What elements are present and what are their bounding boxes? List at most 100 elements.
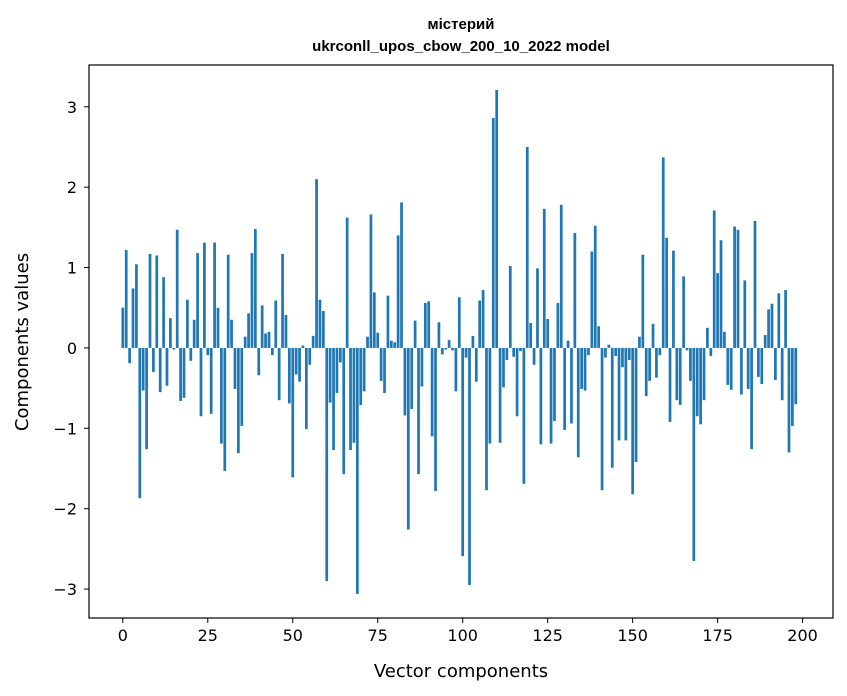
bar: [661, 157, 665, 348]
bar: [186, 299, 189, 348]
x-tick-label: 100: [447, 626, 478, 645]
bar: [203, 242, 206, 348]
chart-title-line1: містерий: [428, 16, 495, 33]
x-tick-label: 200: [787, 626, 818, 645]
bar: [631, 347, 634, 495]
bar: [124, 249, 128, 348]
bar: [138, 347, 142, 499]
bar: [733, 226, 736, 348]
bar: [689, 347, 692, 381]
bar: [369, 214, 373, 348]
bar: [763, 335, 767, 348]
bar: [209, 347, 213, 414]
bar: [777, 293, 781, 348]
bar: [491, 118, 495, 348]
bar: [226, 254, 230, 348]
bar: [699, 347, 702, 425]
bar: [427, 301, 431, 348]
bar: [604, 347, 607, 358]
bar: [420, 347, 424, 387]
bar: [406, 347, 410, 530]
bar: [753, 220, 757, 348]
bar: [508, 265, 512, 348]
bar: [471, 335, 475, 348]
bar: [634, 347, 638, 463]
bar: [267, 331, 271, 348]
bar: [247, 313, 250, 348]
bar: [651, 323, 655, 348]
bar: [774, 347, 777, 381]
bar: [712, 210, 716, 348]
bar: [199, 347, 203, 417]
bar: [536, 268, 539, 348]
bar: [607, 344, 611, 348]
bar: [563, 347, 567, 430]
bar: [271, 347, 274, 356]
bar: [175, 229, 179, 348]
bar: [254, 228, 257, 348]
bar: [644, 347, 648, 397]
bar: [468, 347, 471, 586]
y-tick-label: 1: [67, 259, 77, 278]
bar: [539, 347, 543, 445]
x-tick-label: 125: [532, 626, 563, 645]
bar: [192, 319, 196, 348]
bar: [342, 347, 346, 475]
bar: [532, 347, 536, 365]
y-tick-label: 0: [67, 339, 77, 358]
bar: [515, 347, 519, 417]
bars-group: [121, 89, 798, 594]
bar: [376, 332, 380, 348]
bar: [386, 295, 390, 348]
bar: [315, 179, 318, 348]
x-tick-label: 25: [198, 626, 218, 645]
bar: [383, 347, 386, 393]
y-axis-label: Components values: [12, 253, 33, 431]
bar: [461, 347, 465, 557]
bar: [213, 242, 216, 348]
bar: [284, 314, 288, 348]
bar: [658, 347, 662, 356]
bar: [600, 347, 604, 491]
bar: [573, 232, 577, 348]
bar: [570, 347, 573, 424]
bar: [665, 237, 668, 348]
bar: [709, 347, 713, 356]
bar: [736, 229, 740, 348]
bar: [668, 347, 672, 422]
bar: [281, 253, 284, 348]
bar: [311, 335, 315, 348]
bar: [260, 305, 264, 348]
bar: [549, 347, 553, 444]
bar: [393, 342, 397, 348]
bar: [638, 336, 641, 348]
bar: [464, 347, 468, 358]
bar: [576, 347, 580, 458]
bar: [403, 347, 407, 416]
bar: [519, 347, 522, 352]
bar: [301, 345, 305, 348]
bar: [757, 347, 760, 377]
bar: [152, 347, 155, 373]
bar: [685, 347, 689, 351]
bar: [328, 347, 332, 403]
bar: [423, 302, 427, 348]
bar: [617, 347, 621, 441]
bar: [621, 347, 624, 368]
bar: [512, 347, 516, 357]
bar: [121, 307, 125, 348]
bar: [580, 347, 584, 389]
bar: [349, 347, 352, 451]
bar: [729, 347, 733, 390]
bar: [206, 347, 210, 356]
bar: [655, 347, 658, 378]
bar: [706, 327, 709, 348]
bar: [750, 347, 753, 450]
bar: [162, 277, 165, 348]
x-tick-label: 150: [617, 626, 648, 645]
bar: [413, 320, 417, 348]
bar: [304, 347, 308, 430]
bar: [155, 255, 159, 348]
bar: [141, 347, 145, 391]
